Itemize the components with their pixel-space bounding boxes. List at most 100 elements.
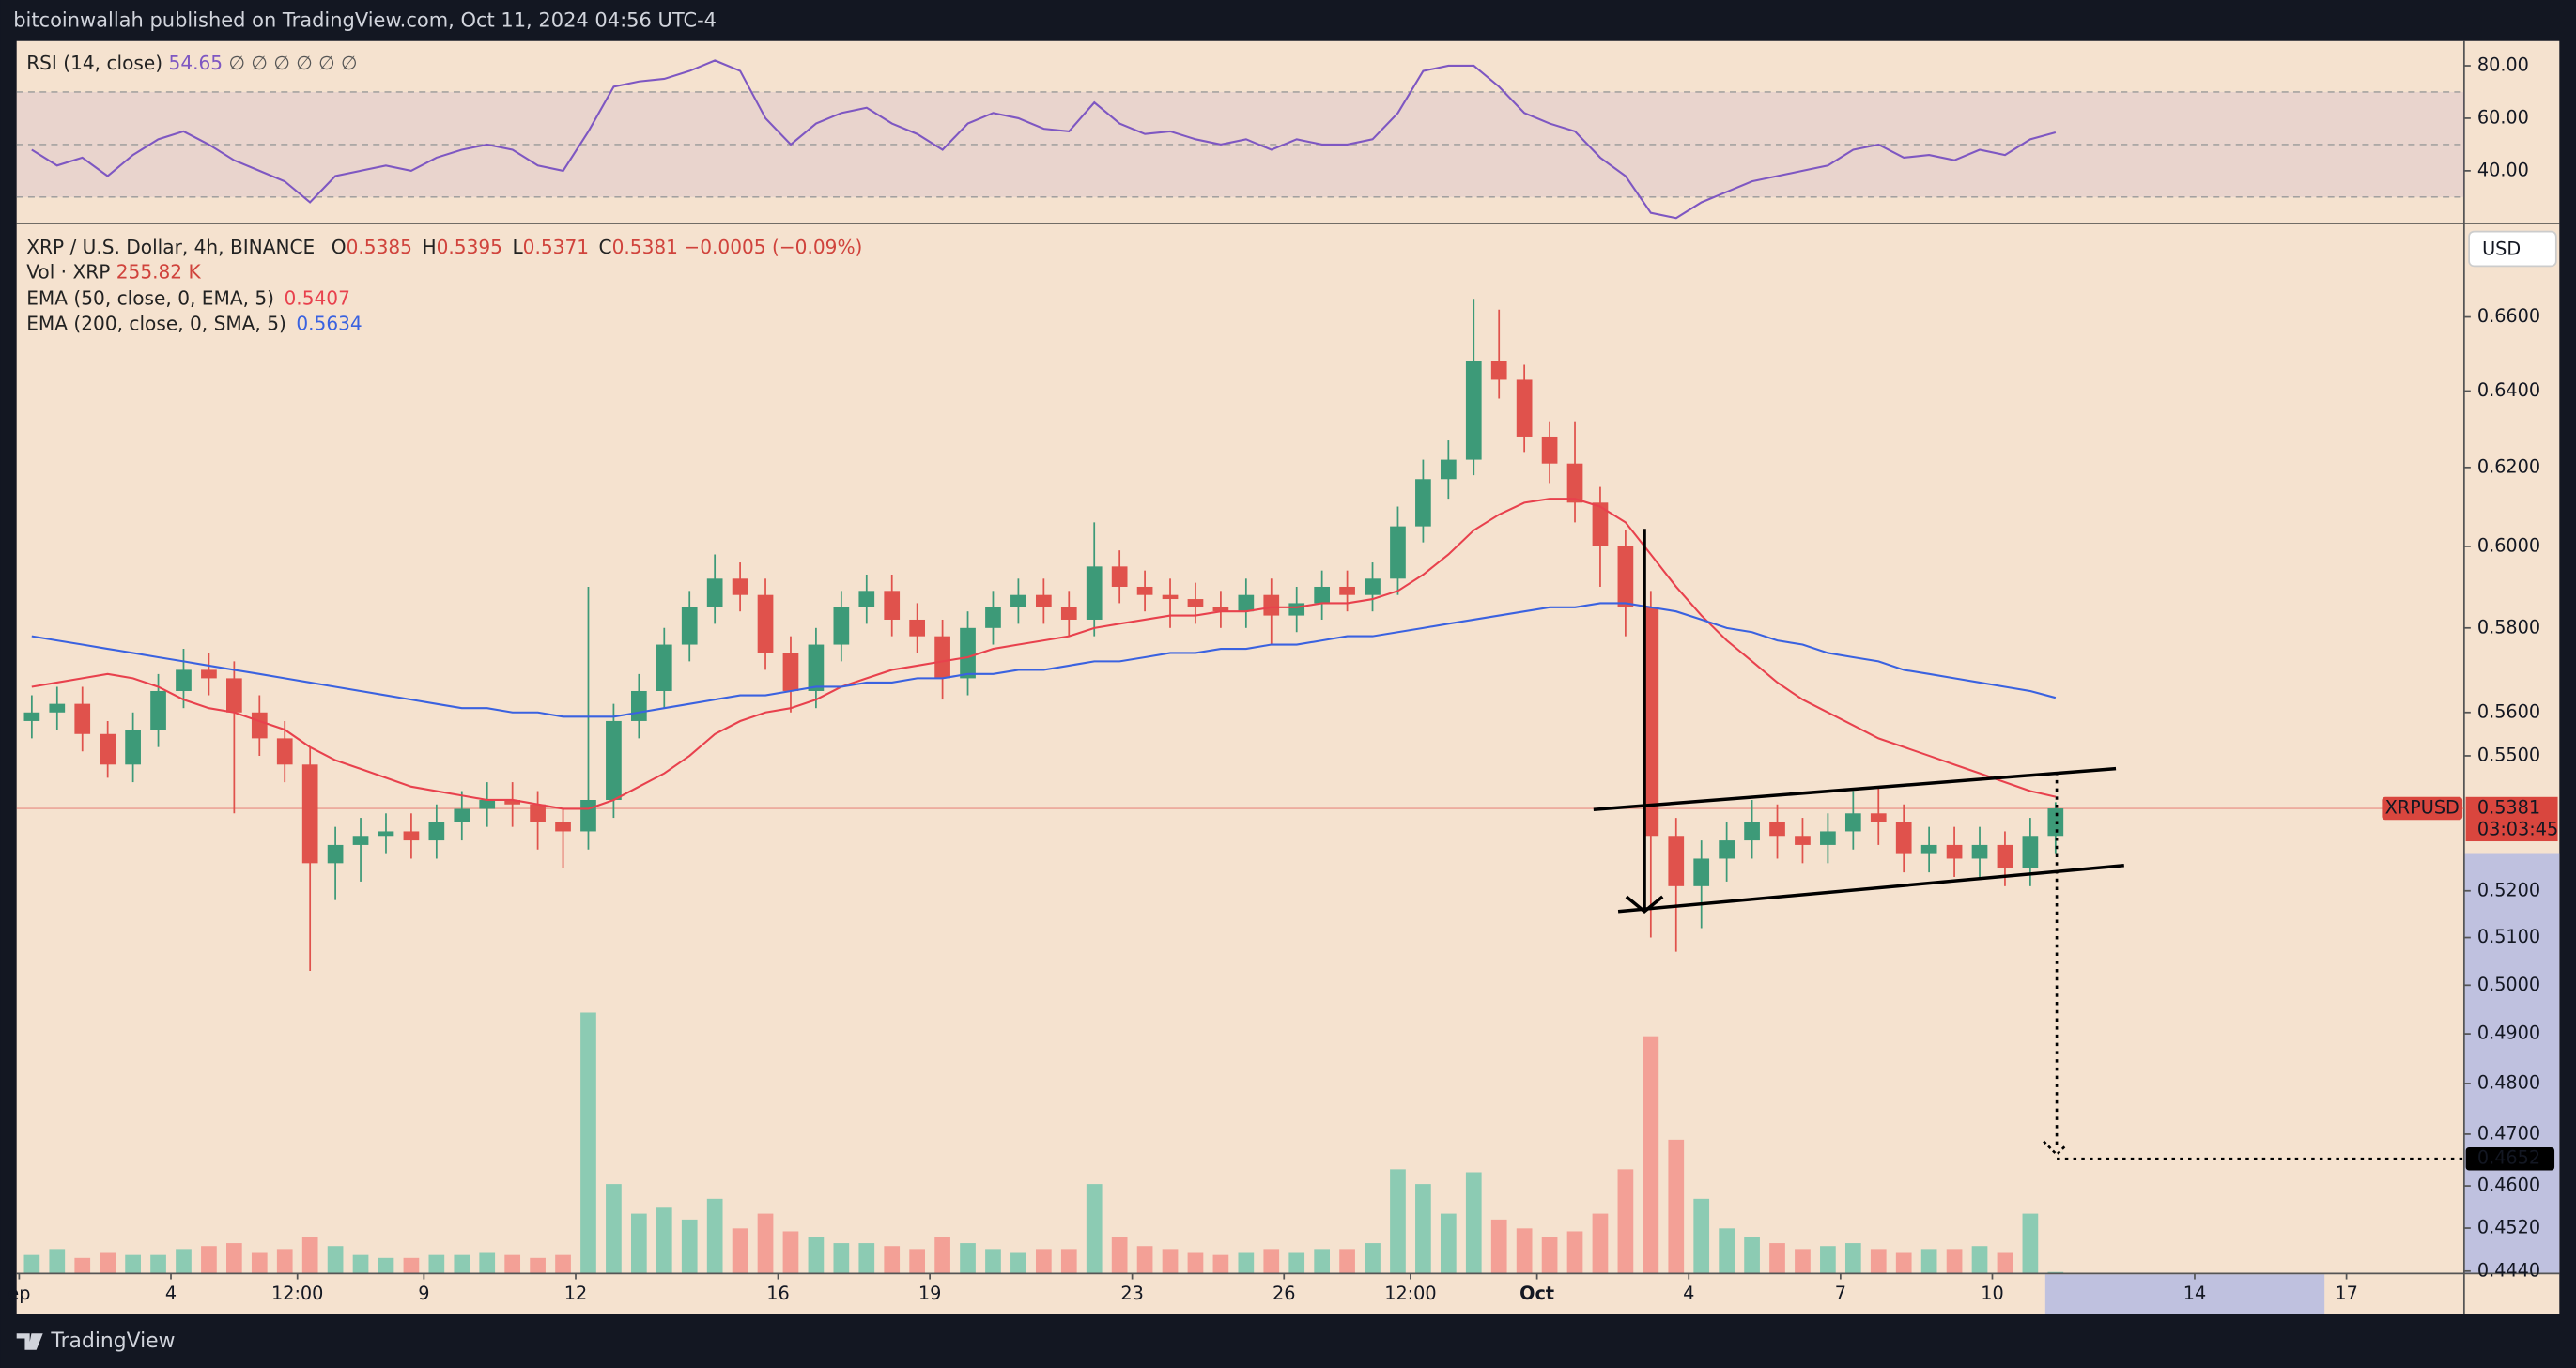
price-pane xyxy=(16,299,2464,1273)
volume-bar xyxy=(403,1257,420,1273)
target-tag xyxy=(2465,1147,2555,1171)
candle-body xyxy=(1136,586,1153,595)
candle-body xyxy=(2022,836,2039,868)
y-tick-label: 0.5200 xyxy=(2477,879,2540,900)
candle-body xyxy=(985,607,1001,628)
candle-body xyxy=(1238,594,1255,612)
x-tick-label: 16 xyxy=(766,1283,789,1304)
candle-body xyxy=(1795,836,1811,845)
rsi-line xyxy=(31,59,2057,220)
x-tick-label: 4 xyxy=(1683,1283,1694,1304)
candle-body xyxy=(1111,566,1128,587)
candle-body xyxy=(732,578,748,595)
candle-body xyxy=(1263,594,1280,616)
volume-bar xyxy=(1946,1249,1963,1273)
candle-body xyxy=(1288,603,1305,616)
candle-body xyxy=(1617,546,1634,607)
volume-bar xyxy=(1086,1184,1103,1273)
x-tick-label: 10 xyxy=(1981,1283,2003,1304)
candle-body xyxy=(1541,436,1558,464)
volume-bar xyxy=(504,1254,521,1273)
volume-bar xyxy=(1744,1237,1760,1273)
volume-bar xyxy=(757,1213,774,1273)
candle-body xyxy=(909,619,926,637)
volume-bar xyxy=(1592,1213,1609,1273)
volume-bar xyxy=(833,1243,850,1273)
channel-top xyxy=(1593,766,2117,812)
volume-bar xyxy=(1820,1246,1836,1273)
x-tick-label: 26 xyxy=(1273,1283,1295,1304)
flagpole-arrow xyxy=(1625,895,1664,915)
candle-body xyxy=(1592,502,1609,546)
candle-body xyxy=(504,800,521,805)
volume-bar xyxy=(1263,1249,1280,1273)
currency-box[interactable] xyxy=(2468,230,2557,268)
volume-bar xyxy=(276,1249,293,1273)
volume-name: Vol · XRP xyxy=(26,260,110,283)
candle-body xyxy=(1920,844,1937,854)
symbol-tag xyxy=(2382,796,2463,821)
footer-logo: TradingView xyxy=(16,1330,176,1353)
y-tick-label: 0.4700 xyxy=(2477,1122,2540,1144)
volume-bar xyxy=(1212,1254,1229,1273)
candle-body xyxy=(403,831,420,841)
x-tick-label: 23 xyxy=(1120,1283,1143,1304)
change: −0.0005 (−0.09%) xyxy=(684,236,862,258)
candle-body xyxy=(428,822,445,841)
candle-body xyxy=(1440,459,1457,480)
candle-body xyxy=(49,703,66,713)
volume-bar xyxy=(428,1254,445,1273)
volume-bar xyxy=(1643,1036,1659,1273)
volume-bar xyxy=(1060,1249,1077,1273)
volume-bar xyxy=(352,1254,369,1273)
rsi-placeholders: ∅ ∅ ∅ ∅ ∅ ∅ xyxy=(229,52,358,74)
candle-body xyxy=(580,800,596,832)
y-tick-label: 0.6000 xyxy=(2477,534,2540,556)
axis-highlight xyxy=(2463,853,2560,1273)
x-tick-label: 7 xyxy=(1835,1283,1846,1304)
rsi-tick-label: 80.00 xyxy=(2477,54,2529,76)
volume-bar xyxy=(1769,1243,1785,1273)
candle-body xyxy=(1844,813,1861,832)
volume-bar xyxy=(1162,1249,1179,1273)
volume-bar xyxy=(251,1252,268,1273)
volume-bar xyxy=(530,1257,546,1273)
volume-bar xyxy=(808,1237,825,1273)
candle-body xyxy=(960,627,976,679)
volume-bar xyxy=(960,1243,976,1273)
axes: 80.00 60.00 40.00 0.6600 0.6400 0.6200 0.6000 0… xyxy=(8,54,2558,1304)
volume-bar xyxy=(732,1228,748,1273)
candle-body xyxy=(352,836,369,845)
volume-bar xyxy=(378,1257,394,1273)
y-tick-label: 0.4800 xyxy=(2477,1071,2540,1093)
rsi-pane xyxy=(16,59,2464,220)
volume-bar xyxy=(1339,1249,1355,1273)
ohlc-value: 0.5395 xyxy=(437,236,502,258)
x-tick-label: 17 xyxy=(2335,1283,2357,1304)
volume-bar xyxy=(327,1246,344,1273)
volume-bar xyxy=(1187,1252,1204,1273)
volume-bar xyxy=(49,1249,66,1273)
candle-body xyxy=(630,690,647,721)
volume-bar xyxy=(2047,1271,2064,1273)
currency[interactable]: USD xyxy=(2482,238,2521,259)
ema-value: 0.5634 xyxy=(296,312,362,334)
volume-bar xyxy=(1010,1252,1026,1273)
volume-bar xyxy=(1440,1213,1457,1273)
ohlc-label: C xyxy=(599,236,612,258)
y-tick-label: 0.6600 xyxy=(2477,305,2540,327)
y-tick-label: 0.5100 xyxy=(2477,926,2540,947)
volume-bar xyxy=(1415,1184,1431,1273)
volume-bar xyxy=(909,1249,926,1273)
ohlc-value: 0.5385 xyxy=(347,236,412,258)
candle-body xyxy=(1997,844,2013,868)
candle-body xyxy=(1314,586,1330,604)
candle-body xyxy=(833,607,850,645)
x-tick-label: 14 xyxy=(2183,1283,2206,1304)
axis-highlight xyxy=(2044,1274,2325,1314)
y-tick-label: 0.5600 xyxy=(2477,700,2540,722)
candle-body xyxy=(251,712,268,739)
y-tick-label: 0.6200 xyxy=(2477,455,2540,477)
symbol-tag-label: XRPUSD xyxy=(2385,797,2460,819)
volume-bar xyxy=(1390,1169,1406,1273)
